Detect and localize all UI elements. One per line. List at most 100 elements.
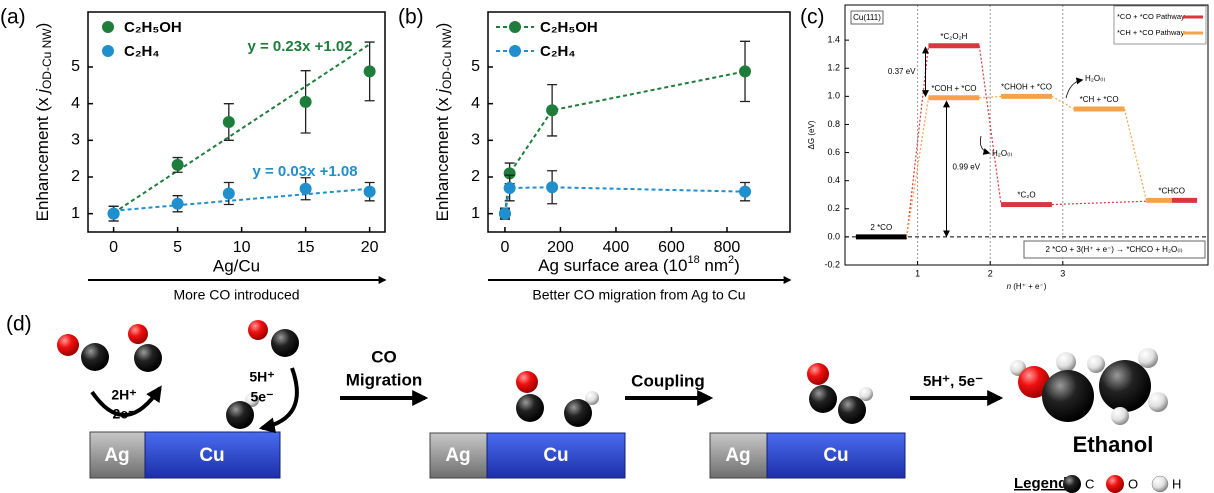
- chart-title: Cu(111): [853, 13, 881, 22]
- cycle-label: 5e⁻: [251, 389, 274, 405]
- level-label: 2 *CO: [870, 223, 892, 232]
- y-tick-label: 1: [471, 205, 480, 222]
- y-tick-label: 4: [471, 95, 480, 112]
- y-axis-label: ΔG (eV): [807, 120, 816, 149]
- data-point: [364, 186, 376, 198]
- x-tick-label: 10: [233, 239, 251, 256]
- figure: (a) (b) (c) (d) Ag Cu 2H⁺ 2e⁻ 5H⁺ 5e⁻ CO…: [0, 0, 1214, 493]
- x-tick-label: 0: [500, 239, 509, 256]
- y-tick-label: 5: [71, 58, 80, 75]
- y-tick-label: -0.2: [824, 259, 840, 269]
- x-tick-label: 3: [1060, 268, 1065, 278]
- block-label: Cu: [823, 445, 848, 466]
- carbon-atom: [809, 385, 837, 413]
- carbon-atom: [516, 394, 544, 422]
- level-label: *C₂O: [1017, 191, 1035, 200]
- hydrogen-atom: [859, 387, 873, 401]
- x-axis-label: n (H⁺ + e⁻): [1007, 282, 1047, 291]
- y-tick-label: 1.4: [827, 35, 840, 45]
- cycle-label: 2e⁻: [113, 406, 136, 422]
- hydrogen-atom: [1138, 348, 1158, 368]
- fit-label: y = 0.23x +1.02: [247, 38, 352, 55]
- cycle-label: 2H⁺: [111, 387, 136, 403]
- energy-level: [1001, 202, 1052, 207]
- y-axis-label: Enhancement (x jOD-Cu NW): [433, 23, 454, 222]
- y-axis-label-part: Enhancement (x: [33, 93, 52, 222]
- energy-level: [928, 95, 979, 100]
- hydrogen-atom: [1111, 407, 1129, 425]
- x-axis-label-part: nm: [700, 256, 728, 275]
- y-tick-label: 1.0: [827, 91, 840, 101]
- legend-label: C₂H₅OH: [124, 19, 182, 36]
- x-axis-label: Ag/Cu: [213, 256, 260, 275]
- carbon-atom: [1099, 360, 1151, 412]
- legend-label: C₂H₄: [124, 43, 159, 60]
- step-label: Migration: [346, 370, 423, 389]
- y-tick-label: 0.6: [827, 147, 840, 157]
- energy-level: [1001, 94, 1052, 99]
- trend-curve: [505, 187, 745, 213]
- oxygen-atom: [128, 324, 148, 344]
- data-point: [499, 208, 511, 220]
- legend-marker: [509, 21, 521, 33]
- scheme: Ag Cu 2H⁺ 2e⁻ 5H⁺ 5e⁻ CO Migration Ag Cu…: [57, 320, 1181, 493]
- carbon-atom: [134, 344, 162, 372]
- legend-marker: [509, 45, 521, 57]
- annotation: 0.37 eV: [888, 67, 916, 76]
- y-tick-label: 0.8: [827, 119, 840, 129]
- energy-level: [1074, 107, 1125, 112]
- data-point: [739, 186, 751, 198]
- energy-level: [856, 234, 907, 239]
- step-label: 5H⁺, 5e⁻: [923, 373, 983, 390]
- y-tick-label: 3: [471, 132, 480, 149]
- x-tick-label: 2: [988, 268, 993, 278]
- trend-curve: [505, 71, 745, 213]
- fit-line: [114, 189, 370, 211]
- carbon-atom: [226, 401, 254, 429]
- level-label: *CHOH + *CO: [1001, 82, 1052, 91]
- data-point: [172, 159, 184, 171]
- legend-marker: [102, 21, 114, 33]
- y-axis-label-part: OD-Cu NW: [40, 28, 54, 89]
- legend-label: C₂H₄: [540, 43, 575, 60]
- panel-label: (d): [6, 313, 32, 336]
- x-tick-label: 600: [658, 239, 685, 256]
- x-axis-label-part: ): [734, 256, 740, 275]
- panel-label: (c): [800, 6, 825, 29]
- y-axis-label-part: OD-Cu NW: [440, 28, 454, 89]
- annotation: H₂O₍ₗ₎: [992, 149, 1012, 158]
- block-label: Ag: [725, 445, 750, 466]
- x-tick-label: 200: [547, 239, 574, 256]
- hydrogen-atom: [1056, 352, 1076, 372]
- y-axis-label: Enhancement (x jOD-Cu NW): [33, 23, 54, 222]
- level-label: *CH + *CO: [1080, 95, 1119, 104]
- carbon-atom: [81, 343, 109, 371]
- data-point: [364, 65, 376, 77]
- y-tick-label: 0.2: [827, 203, 840, 213]
- data-point: [300, 96, 312, 108]
- level-label: *COH + *CO: [931, 84, 976, 93]
- data-point: [546, 181, 558, 193]
- carbon-atom: [564, 399, 592, 427]
- y-tick-label: 5: [471, 58, 480, 75]
- y-tick-label: 2: [471, 168, 480, 185]
- legend-marker: [102, 45, 114, 57]
- legend-atom: [1152, 476, 1168, 492]
- x-tick-label: 1: [915, 268, 920, 278]
- x-tick-label: 800: [714, 239, 741, 256]
- level-label: *CHCO: [1158, 186, 1185, 195]
- energy-level: [928, 43, 979, 48]
- y-axis-label-part: ): [433, 23, 452, 29]
- energy-level: [1172, 198, 1197, 203]
- caption: More CO introduced: [173, 287, 299, 303]
- x-axis-label-part: 18: [687, 254, 699, 266]
- hydrogen-atom: [1087, 355, 1105, 373]
- fit-line: [114, 44, 370, 213]
- legend-label: C: [1085, 476, 1094, 491]
- data-point: [504, 182, 516, 194]
- x-axis-label-part: (H⁺ + e⁻): [1011, 282, 1047, 291]
- legend-atom: [1106, 475, 1124, 493]
- oxygen-atom: [807, 363, 829, 385]
- y-tick-label: 0.0: [827, 231, 840, 241]
- y-tick-label: 2: [71, 168, 80, 185]
